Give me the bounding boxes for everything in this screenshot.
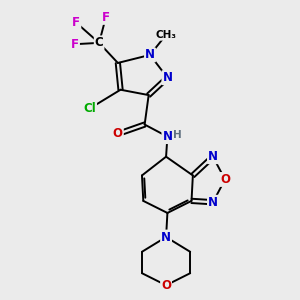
Text: F: F bbox=[102, 11, 110, 24]
Text: O: O bbox=[113, 128, 123, 140]
Text: Cl: Cl bbox=[83, 102, 96, 115]
Text: CH₃: CH₃ bbox=[156, 30, 177, 40]
Text: N: N bbox=[208, 196, 218, 209]
Text: N: N bbox=[208, 150, 218, 163]
Text: O: O bbox=[220, 173, 230, 186]
Text: F: F bbox=[71, 38, 79, 51]
Text: C: C bbox=[95, 36, 103, 50]
Text: N: N bbox=[161, 231, 171, 244]
Text: F: F bbox=[72, 16, 80, 29]
Text: N: N bbox=[162, 130, 172, 143]
Text: N: N bbox=[145, 48, 155, 62]
Text: N: N bbox=[162, 71, 172, 84]
Text: H: H bbox=[173, 130, 182, 140]
Text: O: O bbox=[161, 279, 171, 292]
